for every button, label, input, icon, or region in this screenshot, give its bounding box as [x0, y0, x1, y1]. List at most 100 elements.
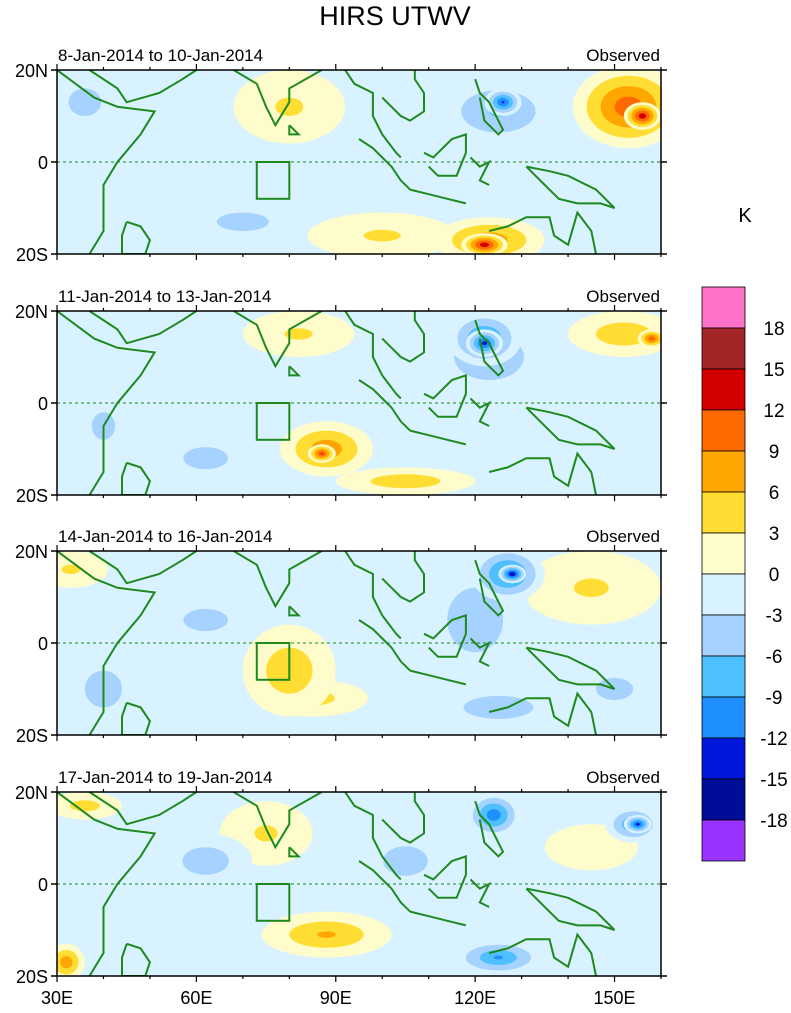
- contour-region: [493, 955, 504, 960]
- contour-region: [447, 587, 504, 653]
- colorbar-swatch: [701, 491, 746, 534]
- coastline: [525, 406, 616, 450]
- coastline: [358, 860, 411, 913]
- y-tick-label: 20N: [15, 302, 48, 322]
- panel-label: Observed: [586, 768, 660, 787]
- panel-label: Observed: [586, 287, 660, 306]
- coastline: [57, 311, 157, 495]
- coastline: [88, 70, 197, 104]
- y-tick-label: 0: [38, 875, 48, 895]
- y-tick-label: 20S: [16, 967, 48, 987]
- contour-region: [70, 800, 100, 812]
- panel-date-range: 14-Jan-2014 to 16-Jan-2014: [58, 527, 273, 546]
- coastline: [121, 942, 152, 976]
- map-panel: 8-Jan-2014 to 10-Jan-2014 Observed 20N 0 20S: [15, 46, 667, 265]
- colorbar-swatch: [701, 368, 746, 411]
- study-box: [255, 642, 291, 681]
- colorbar-swatch: [701, 819, 746, 862]
- contour-region: [370, 474, 441, 489]
- coastline: [233, 792, 323, 850]
- coastline: [358, 138, 411, 191]
- colorbar-tick-label: -9: [766, 688, 783, 709]
- contour-region: [463, 695, 534, 719]
- colorbar-tick-label: -15: [760, 770, 787, 791]
- coastline: [57, 551, 157, 735]
- coastline: [409, 669, 467, 686]
- colorbar-swatch: [701, 327, 746, 370]
- y-tick-label: 20N: [15, 61, 48, 81]
- coastline: [381, 551, 425, 603]
- panel-label: Observed: [586, 46, 660, 65]
- coastline: [358, 619, 411, 672]
- panels: 8-Jan-2014 to 10-Jan-2014 Observed 20N 0 20S…: [15, 46, 667, 987]
- coastline: [57, 792, 157, 976]
- colorbar-swatch: [701, 286, 746, 329]
- coastline: [288, 124, 302, 136]
- coastline: [525, 646, 616, 690]
- colorbar-swatch: [701, 655, 746, 698]
- colorbar-tick-label: 18: [763, 319, 784, 340]
- panel-label: Observed: [586, 527, 660, 546]
- y-tick-label: 20S: [16, 486, 48, 506]
- coastline: [409, 910, 467, 927]
- figure-title: HIRS UTWV: [319, 1, 471, 31]
- coastline: [288, 846, 302, 858]
- contour-region: [284, 328, 313, 340]
- study-box: [255, 402, 291, 441]
- colorbar-swatch: [701, 737, 746, 780]
- contour-region: [501, 101, 505, 104]
- colorbar-units: K: [738, 205, 752, 227]
- x-tick-label: 60E: [180, 988, 212, 1008]
- x-tick-label: 120E: [454, 988, 496, 1008]
- contour-region: [60, 956, 73, 969]
- contour-region: [254, 825, 278, 842]
- panel-date-range: 11-Jan-2014 to 13-Jan-2014: [58, 287, 271, 306]
- coastline: [381, 70, 425, 122]
- colorbar-swatch: [701, 778, 746, 821]
- coastline: [488, 932, 597, 976]
- colorbar-swatch: [701, 696, 746, 739]
- colorbar-tick-label: 6: [769, 483, 780, 504]
- y-tick-label: 0: [38, 634, 48, 654]
- anomaly-field: [57, 551, 661, 735]
- contour-region: [68, 88, 102, 116]
- colorbar-tick-label: -3: [766, 606, 783, 627]
- contour-region: [486, 809, 501, 821]
- contour-region: [511, 573, 514, 575]
- colorbar: K 18 15 12 9 6 3 0 -3 -6 -9 -12 -15 -18: [701, 205, 788, 862]
- colorbar-tick-label: -18: [760, 811, 787, 832]
- coastline: [121, 701, 152, 735]
- colorbar-tick-label: 15: [763, 360, 784, 381]
- coastline: [121, 220, 152, 254]
- y-tick-label: 0: [38, 153, 48, 173]
- map-panel: 14-Jan-2014 to 16-Jan-2014 Observed 20N 0 20…: [15, 527, 667, 746]
- coastline: [288, 365, 302, 377]
- colorbar-swatch: [701, 450, 746, 493]
- colorbar-swatch: [701, 409, 746, 452]
- contour-region: [573, 578, 609, 597]
- coastline: [344, 311, 402, 400]
- y-tick-label: 20N: [15, 542, 48, 562]
- contour-region: [182, 847, 229, 875]
- colorbar-swatch: [701, 532, 746, 575]
- colorbar-tick-label: -12: [760, 729, 787, 750]
- coastline: [474, 319, 505, 377]
- panel-date-range: 17-Jan-2014 to 19-Jan-2014: [58, 768, 273, 787]
- contour-region: [183, 447, 228, 470]
- coastline: [233, 311, 323, 369]
- coastline: [88, 551, 197, 585]
- coastline: [474, 800, 505, 858]
- coastline: [423, 133, 467, 177]
- anomaly-field: [57, 311, 661, 495]
- contour-region: [648, 336, 656, 341]
- contour-region: [638, 113, 647, 119]
- colorbar-tick-label: 0: [769, 565, 780, 586]
- colorbar-tick-label: 12: [763, 401, 784, 422]
- coastline: [488, 451, 597, 495]
- contour-region: [635, 822, 640, 826]
- coastline: [57, 70, 157, 254]
- contour-region: [481, 341, 488, 346]
- x-tick-label: 30E: [41, 988, 73, 1008]
- study-box: [255, 161, 291, 200]
